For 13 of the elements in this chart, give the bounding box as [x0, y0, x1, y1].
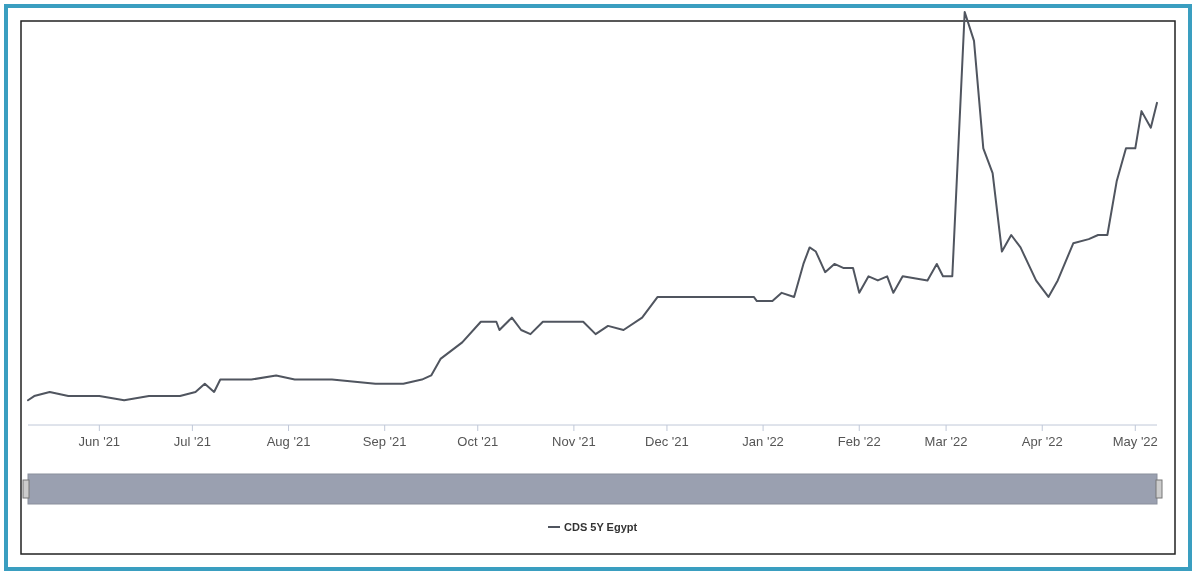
x-tick-label: May '22 — [1112, 434, 1158, 449]
x-tick-label: Mar '22 — [924, 434, 968, 449]
x-tick-label: Jan '22 — [742, 434, 784, 449]
x-tick-label: Jul '21 — [173, 434, 211, 449]
x-tick-label: Nov '21 — [552, 434, 596, 449]
x-tick-label: Dec '21 — [645, 434, 689, 449]
x-tick-label: Apr '22 — [1021, 434, 1063, 449]
x-tick-label: Sep '21 — [362, 434, 407, 449]
x-tick-label: Aug '21 — [266, 434, 311, 449]
legend-label: CDS 5Y Egypt — [564, 521, 638, 533]
x-tick-label: Oct '21 — [457, 434, 499, 449]
x-tick-label: Jun '21 — [78, 434, 121, 449]
x-tick-label: Feb '22 — [837, 434, 881, 449]
